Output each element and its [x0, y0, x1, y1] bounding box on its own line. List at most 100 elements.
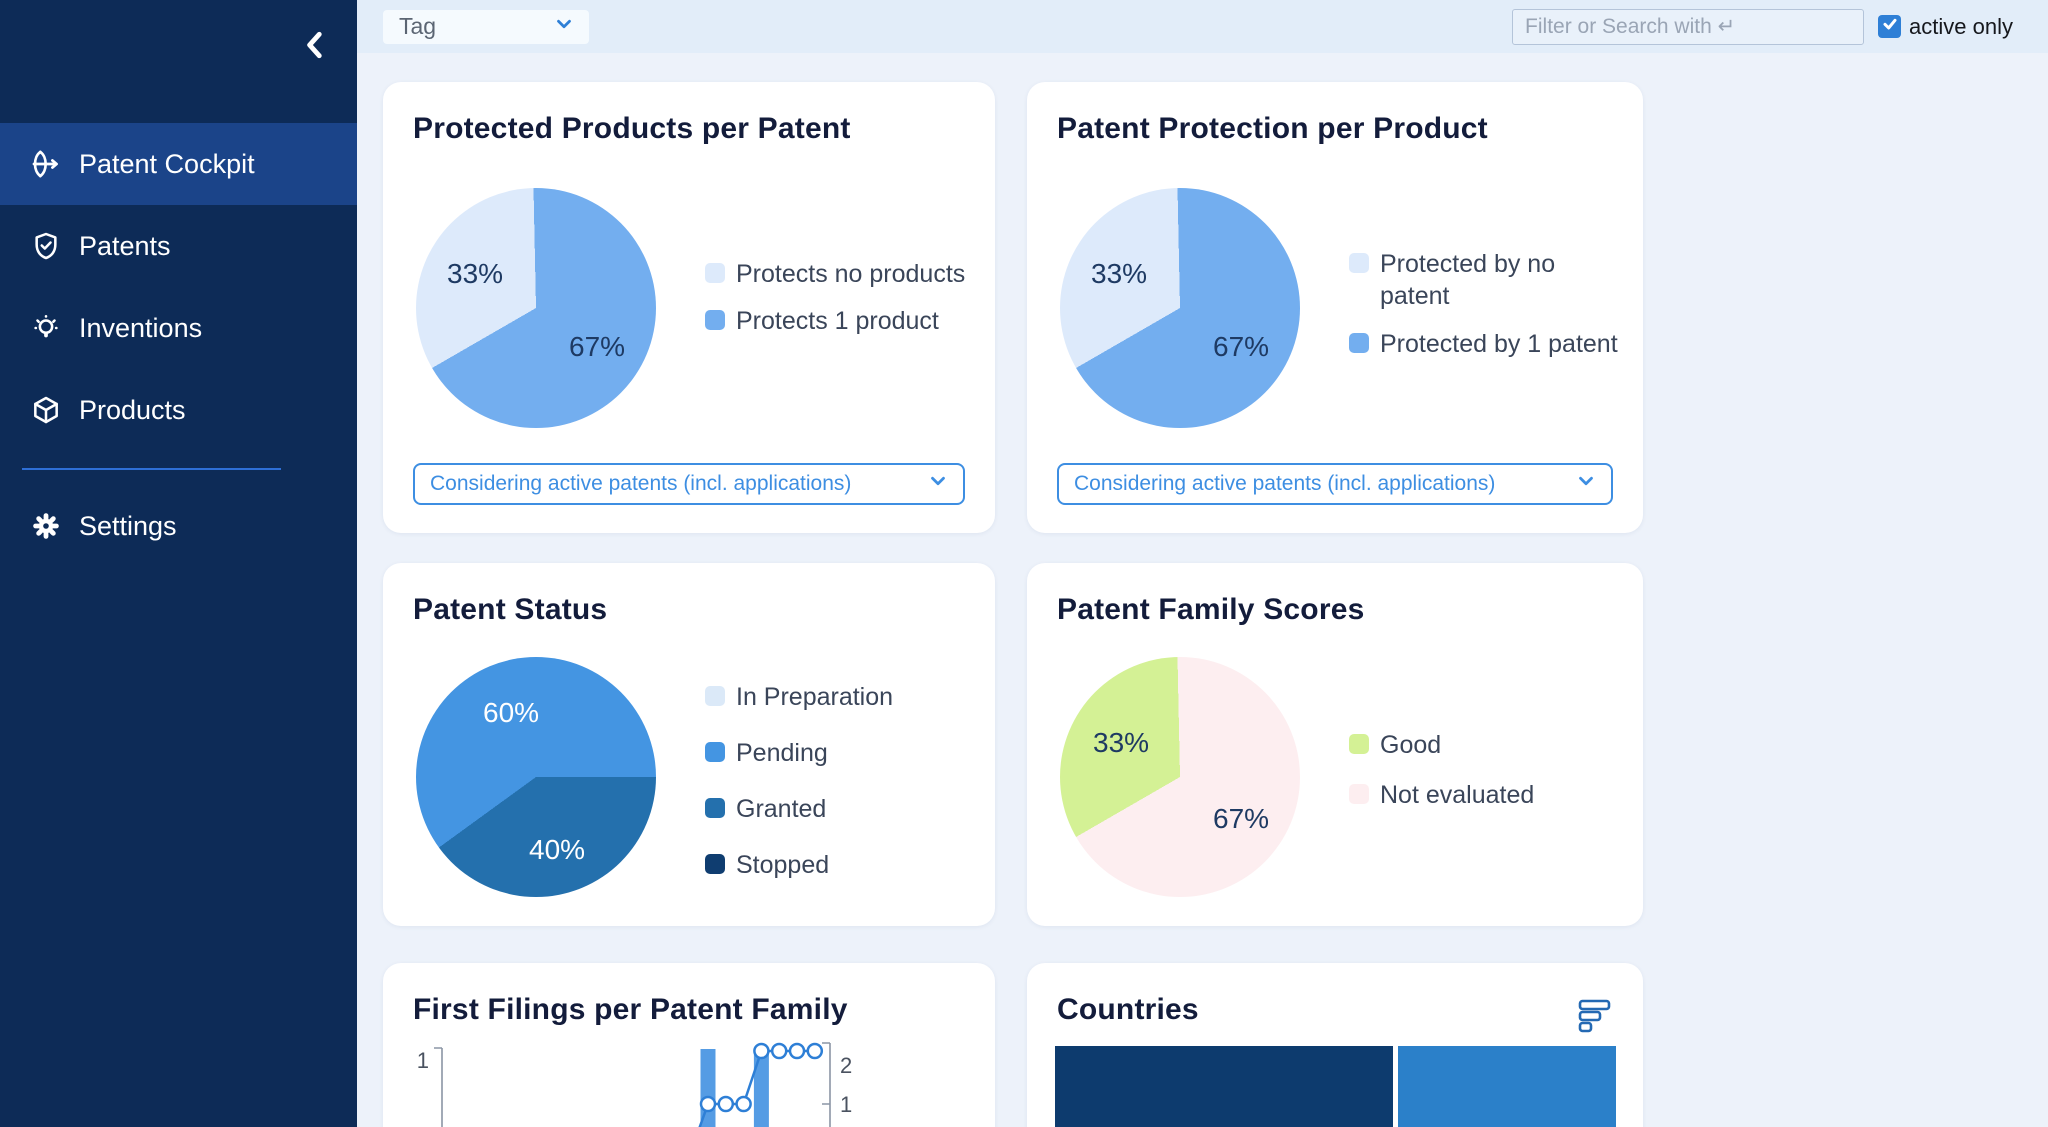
sidebar-item-products[interactable]: Products — [0, 369, 357, 451]
legend-item[interactable]: Stopped — [705, 849, 893, 881]
legend-label: Protects 1 product — [736, 307, 939, 335]
card-title: Protected Products per Patent — [413, 112, 851, 145]
legend-label: Protects no products — [736, 260, 966, 288]
sidebar-item-patent-cockpit[interactable]: Patent Cockpit — [0, 123, 357, 205]
card-title: Patent Family Scores — [1057, 593, 1365, 626]
pie-slice-label: 40% — [529, 834, 586, 865]
patent-scope-select-value: Considering active patents (incl. applic… — [1074, 472, 1496, 495]
pie-slice-label: 67% — [1213, 803, 1270, 834]
chevron-down-icon — [927, 470, 949, 498]
pie-slice-label: 67% — [1213, 331, 1270, 362]
patent-scope-select-value: Considering active patents (incl. applic… — [430, 472, 852, 495]
pie-chart-patent-status — [416, 657, 656, 897]
card-patent-status: Patent Status 60% 40% In Preparation Pen… — [383, 563, 995, 926]
patent-scope-select[interactable]: Considering active patents (incl. applic… — [1057, 463, 1613, 505]
card-patent-protection-per-product: Patent Protection per Product 33% 67% Pr… — [1027, 82, 1643, 533]
pie-chart-family-scores — [1060, 657, 1300, 897]
checkmark-icon — [1882, 16, 1898, 37]
cube-icon — [29, 393, 63, 427]
chevron-left-icon — [302, 31, 328, 63]
legend-item[interactable]: Protected by 1 patent — [1349, 328, 1618, 360]
sidebar-divider — [22, 468, 281, 470]
sidebar-item-label: Inventions — [79, 312, 203, 343]
legend-label: Protected by 1 patent — [1380, 330, 1618, 358]
sidebar-item-label: Products — [79, 394, 186, 425]
legend-swatch — [1349, 784, 1369, 804]
card-title: Countries — [1057, 993, 1199, 1026]
active-only-checkbox[interactable] — [1878, 15, 1902, 38]
bow-arrow-icon — [29, 147, 63, 181]
legend-swatch — [705, 686, 725, 706]
legend-item[interactable]: Not evaluated — [1349, 779, 1534, 811]
treemap-cell[interactable] — [1055, 1046, 1394, 1127]
legend-swatch — [705, 854, 725, 874]
chart-legend: Protects no products Protects 1 product — [705, 258, 965, 337]
legend-label: Protected by no patent — [1380, 250, 1556, 310]
patent-scope-select[interactable]: Considering active patents (incl. applic… — [413, 463, 965, 505]
legend-item[interactable]: In Preparation — [705, 681, 893, 713]
svg-text:2: 2 — [840, 1053, 852, 1078]
sort-bars-icon — [1577, 999, 1613, 1037]
pie-chart-patent-protection — [1060, 188, 1300, 428]
sidebar-item-label: Patent Cockpit — [79, 148, 255, 179]
pie-chart-protected-products — [416, 188, 656, 428]
legend-swatch — [705, 798, 725, 818]
chevron-down-icon — [553, 13, 575, 41]
legend-item[interactable]: Protects 1 product — [705, 305, 965, 337]
legend-swatch — [705, 742, 725, 762]
sidebar-nav: Patent Cockpit Patents Inventions — [0, 123, 357, 567]
legend-label: Not evaluated — [1380, 781, 1535, 809]
legend-swatch — [705, 263, 725, 283]
dashboard-content: Protected Products per Patent 33% 67% Pr… — [357, 53, 2048, 1127]
sidebar-item-patents[interactable]: Patents — [0, 205, 357, 287]
sidebar: Patent Cockpit Patents Inventions — [0, 0, 357, 1127]
chart-legend: In Preparation Pending Granted Stopped — [705, 681, 893, 881]
active-only-toggle[interactable]: active only — [1878, 14, 2013, 40]
legend-item[interactable]: Granted — [705, 793, 893, 825]
legend-label: Stopped — [736, 851, 830, 879]
sidebar-item-label: Patents — [79, 230, 171, 261]
svg-text:1: 1 — [417, 1048, 429, 1073]
pie-slice-label: 33% — [1093, 727, 1150, 758]
card-patent-family-scores: Patent Family Scores 33% 67% Good Not ev… — [1027, 563, 1643, 926]
legend-label: Good — [1380, 731, 1442, 759]
pie-slice-label: 33% — [1091, 258, 1148, 289]
sidebar-collapse-button[interactable] — [295, 26, 335, 66]
chevron-down-icon — [1575, 470, 1597, 498]
tag-filter-value: Tag — [399, 13, 437, 39]
legend-label: In Preparation — [736, 683, 894, 711]
sidebar-item-inventions[interactable]: Inventions — [0, 287, 357, 369]
legend-swatch — [1349, 734, 1369, 754]
legend-item[interactable]: Protects no products — [705, 258, 965, 290]
legend-item[interactable]: Good — [1349, 729, 1534, 761]
shield-check-icon — [29, 229, 63, 263]
legend-swatch — [1349, 253, 1369, 273]
first-filings-chart: 1 2 1 — [417, 1042, 852, 1127]
card-protected-products-per-patent: Protected Products per Patent 33% 67% Pr… — [383, 82, 995, 533]
card-countries: Countries — [1027, 963, 1643, 1127]
svg-text:1: 1 — [840, 1092, 852, 1117]
countries-treemap — [1055, 1046, 1616, 1127]
legend-label: Pending — [736, 739, 828, 767]
chart-legend: Protected by no patent Protected by 1 pa… — [1349, 248, 1618, 360]
tag-filter-select[interactable]: Tag — [383, 9, 589, 44]
legend-swatch — [705, 310, 725, 330]
search-input[interactable] — [1512, 8, 1865, 45]
legend-item[interactable]: Protected by no patent — [1349, 248, 1618, 312]
sort-bars-button[interactable] — [1575, 997, 1615, 1037]
sidebar-item-settings[interactable]: Settings — [0, 485, 357, 567]
chart-legend: Good Not evaluated — [1349, 729, 1534, 811]
legend-label: Granted — [736, 795, 827, 823]
treemap-cell[interactable] — [1398, 1046, 1616, 1127]
card-first-filings-per-patent-family: First Filings per Patent Family 1 2 1 — [383, 963, 995, 1127]
lightbulb-icon — [29, 311, 63, 345]
card-title: Patent Protection per Product — [1057, 112, 1488, 145]
pie-slice-label: 33% — [447, 258, 504, 289]
legend-swatch — [1349, 333, 1369, 353]
pie-slice-label: 67% — [569, 331, 626, 362]
legend-item[interactable]: Pending — [705, 737, 893, 769]
active-only-label: active only — [1909, 13, 2013, 39]
sidebar-item-label: Settings — [79, 510, 177, 541]
gear-icon — [29, 509, 63, 543]
card-title: Patent Status — [413, 593, 608, 626]
